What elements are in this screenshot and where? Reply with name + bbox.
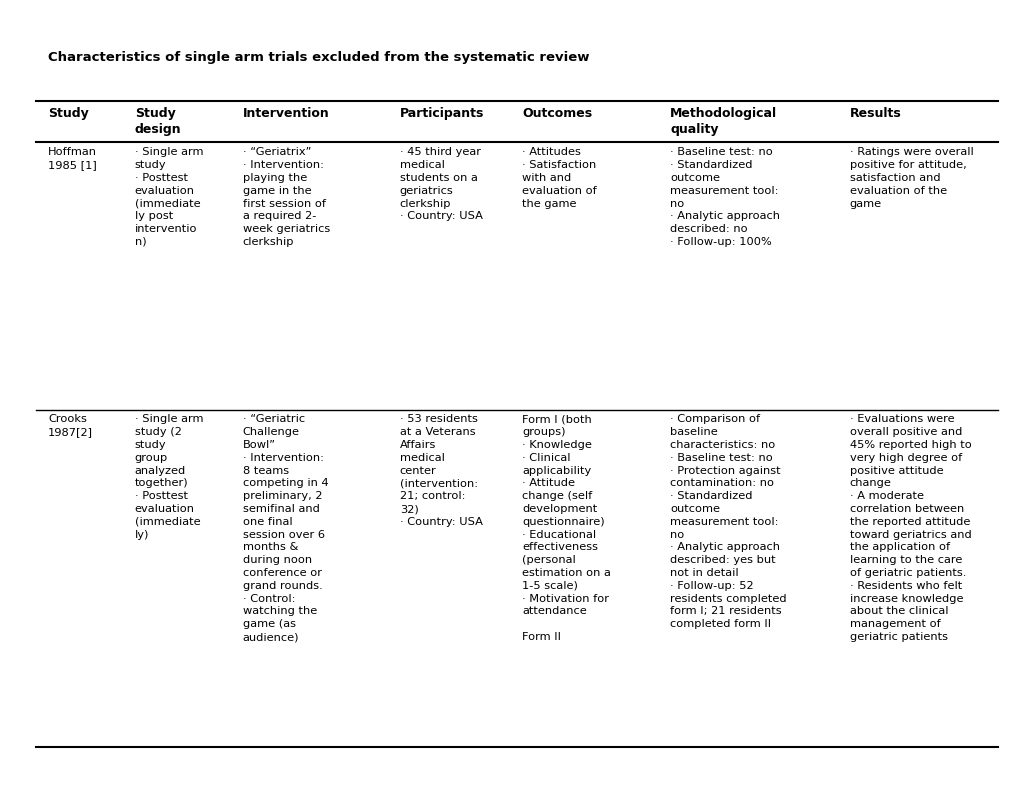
Text: · Evaluations were
overall positive and
45% reported high to
very high degree of: · Evaluations were overall positive and … [849, 414, 970, 642]
Text: Study
design: Study design [135, 107, 181, 136]
Text: · Comparison of
baseline
characteristics: no
· Baseline test: no
· Protection ag: · Comparison of baseline characteristics… [669, 414, 786, 630]
Text: · “Geriatric
Challenge
Bowl”
· Intervention:
8 teams
competing in 4
preliminary,: · “Geriatric Challenge Bowl” · Intervent… [243, 414, 328, 642]
Text: · 53 residents
at a Veterans
Affairs
medical
center
(intervention:
21; control:
: · 53 residents at a Veterans Affairs med… [399, 414, 482, 527]
Text: · Baseline test: no
· Standardized
outcome
measurement tool:
no
· Analytic appro: · Baseline test: no · Standardized outco… [669, 147, 780, 247]
Text: Study: Study [48, 107, 89, 120]
Text: · Single arm
study
· Posttest
evaluation
(immediate
ly post
interventio
n): · Single arm study · Posttest evaluation… [135, 147, 203, 247]
Text: Methodological
quality: Methodological quality [669, 107, 776, 136]
Text: · “Geriatrix”
· Intervention:
playing the
game in the
first session of
a require: · “Geriatrix” · Intervention: playing th… [243, 147, 330, 247]
Text: Outcomes: Outcomes [522, 107, 592, 120]
Text: Form I (both
groups)
· Knowledge
· Clinical
applicability
· Attitude
change (sel: Form I (both groups) · Knowledge · Clini… [522, 414, 610, 642]
Text: · Attitudes
· Satisfaction
with and
evaluation of
the game: · Attitudes · Satisfaction with and eval… [522, 147, 596, 209]
Text: · 45 third year
medical
students on a
geriatrics
clerkship
· Country: USA: · 45 third year medical students on a ge… [399, 147, 482, 221]
Text: Crooks
1987[2]: Crooks 1987[2] [48, 414, 93, 437]
Text: · Single arm
study (2
study
group
analyzed
together)
· Posttest
evaluation
(imme: · Single arm study (2 study group analyz… [135, 414, 203, 540]
Text: Intervention: Intervention [243, 107, 329, 120]
Text: Hoffman
1985 [1]: Hoffman 1985 [1] [48, 147, 97, 170]
Text: Characteristics of single arm trials excluded from the systematic review: Characteristics of single arm trials exc… [48, 51, 589, 64]
Text: Results: Results [849, 107, 901, 120]
Text: · Ratings were overall
positive for attitude,
satisfaction and
evaluation of the: · Ratings were overall positive for atti… [849, 147, 972, 209]
Text: Participants: Participants [399, 107, 484, 120]
